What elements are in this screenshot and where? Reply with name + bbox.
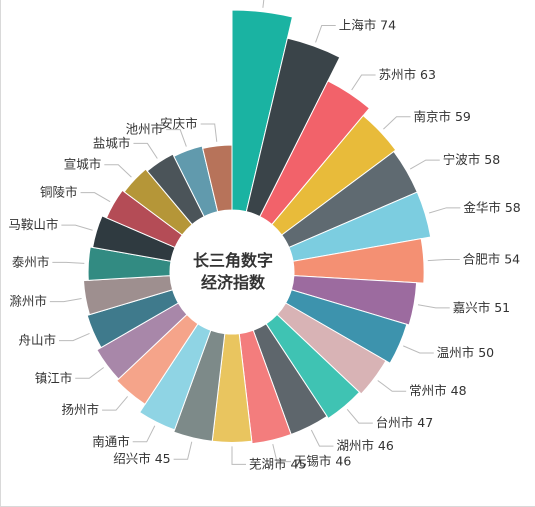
leader-line-16 — [102, 396, 129, 411]
sector-label-8: 温州市 50 — [437, 345, 494, 360]
sector-label-15: 南通市 — [92, 434, 130, 449]
leader-line-8 — [403, 345, 434, 354]
center-title: 长三角数字 经济指数 — [183, 250, 283, 294]
leader-line-1 — [315, 25, 336, 43]
leader-line-21 — [61, 224, 93, 231]
leader-line-25 — [166, 129, 187, 147]
sector-label-10: 台州市 47 — [376, 415, 433, 430]
sector-label-26: 安庆市 — [160, 116, 198, 131]
leader-line-11 — [310, 429, 334, 447]
sector-label-16: 扬州市 — [62, 402, 100, 417]
sector-label-13: 芜湖市 45 — [249, 456, 306, 471]
sector-label-7: 嘉兴市 51 — [453, 300, 510, 315]
leader-line-23 — [104, 164, 132, 178]
leader-line-24 — [133, 142, 158, 159]
leader-line-19 — [49, 298, 82, 303]
sector-label-4: 宁波市 58 — [443, 152, 500, 167]
center-title-line-1: 长三角数字 — [192, 251, 273, 270]
leader-line-2 — [351, 74, 376, 91]
sector-label-19: 滁州市 — [9, 294, 47, 309]
sector-label-18: 舟山市 — [18, 333, 56, 348]
sector-label-3: 南京市 59 — [414, 109, 471, 124]
sector-label-1: 上海市 74 — [339, 18, 396, 33]
sector-label-21: 马鞍山市 — [8, 217, 58, 232]
sector-label-11: 湖州市 46 — [336, 438, 393, 453]
sector-label-24: 盐城市 — [93, 135, 131, 150]
center-disk — [170, 210, 294, 334]
sector-label-20: 泰州市 — [12, 254, 50, 269]
leader-line-20 — [52, 261, 85, 264]
leader-line-12 — [272, 443, 291, 463]
sector-label-12: 无锡市 46 — [294, 454, 351, 469]
sector-label-2: 苏州市 63 — [379, 67, 436, 82]
sector-label-6: 合肥市 54 — [463, 252, 520, 267]
leader-line-5 — [428, 207, 461, 214]
leader-line-4 — [409, 159, 440, 170]
leader-line-6 — [427, 259, 460, 262]
sector-label-9: 常州市 48 — [409, 383, 466, 398]
sector-label-14: 绍兴市 45 — [113, 451, 170, 466]
leader-line-14 — [173, 441, 193, 460]
frame-left-border — [0, 0, 1, 507]
leader-line-22 — [80, 192, 111, 203]
leader-line-7 — [417, 304, 450, 309]
leader-line-0 — [262, 0, 265, 8]
leader-line-26 — [200, 123, 218, 142]
sector-label-23: 宣城市 — [64, 157, 102, 172]
sector-label-5: 金华市 58 — [463, 200, 520, 215]
sector-label-25: 池州市 — [126, 122, 164, 137]
leader-line-9 — [377, 380, 407, 392]
leader-line-15 — [132, 425, 156, 443]
leader-line-18 — [59, 332, 90, 342]
center-title-line-2: 经济指数 — [200, 273, 265, 292]
label-leader-lines — [49, 0, 461, 465]
leader-line-10 — [346, 408, 373, 424]
leader-line-13 — [231, 446, 246, 465]
chart-sectors — [82, 9, 432, 445]
leader-line-3 — [383, 116, 411, 130]
sector-label-17: 镇江市 — [35, 370, 73, 385]
sector-label-22: 铜陵市 — [40, 185, 78, 200]
leader-line-17 — [75, 367, 104, 379]
